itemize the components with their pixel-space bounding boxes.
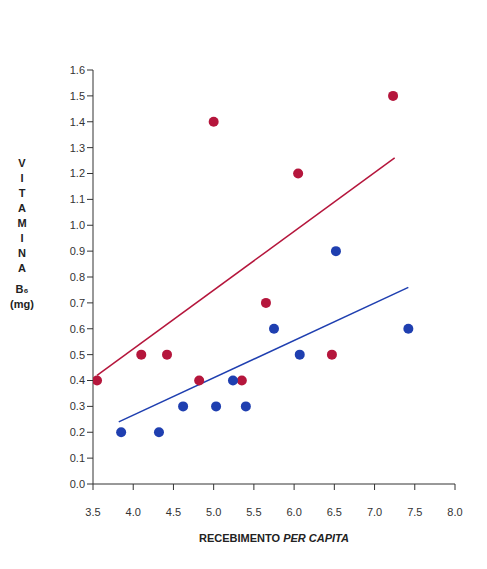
svg-text:1.1: 1.1 (70, 193, 85, 205)
svg-text:0.1: 0.1 (70, 452, 85, 464)
svg-text:0.7: 0.7 (70, 297, 85, 309)
svg-text:0.2: 0.2 (70, 426, 85, 438)
svg-text:1.4: 1.4 (70, 116, 85, 128)
svg-text:0.5: 0.5 (70, 349, 85, 361)
svg-text:4.5: 4.5 (166, 506, 181, 518)
svg-text:7.5: 7.5 (407, 506, 422, 518)
svg-text:1.6: 1.6 (70, 64, 85, 76)
svg-text:6.0: 6.0 (286, 506, 301, 518)
html-text:B₆: B₆ (15, 283, 29, 295)
svg-text:0.6: 0.6 (70, 323, 85, 335)
svg-text:1.0: 1.0 (70, 219, 85, 231)
html-text:A: A (18, 262, 26, 274)
svg-text:5.0: 5.0 (206, 506, 221, 518)
html-text:I: I (20, 172, 24, 184)
html-text:T: T (18, 187, 26, 199)
svg-text:1.2: 1.2 (70, 167, 85, 179)
svg-text:0.8: 0.8 (70, 271, 85, 283)
svg-text:0.3: 0.3 (70, 400, 85, 412)
svg-text:1.5: 1.5 (70, 90, 85, 102)
svg-text:6.5: 6.5 (327, 506, 342, 518)
svg-text:RECEBIMENTO PER CAPITA: RECEBIMENTO PER CAPITA (199, 532, 349, 544)
svg-text:4.0: 4.0 (126, 506, 141, 518)
svg-text:5.5: 5.5 (246, 506, 261, 518)
svg-text:7.0: 7.0 (367, 506, 382, 518)
html-text:I: I (20, 232, 24, 244)
html-text:(mg): (mg) (10, 298, 34, 310)
html-text:M: M (17, 217, 27, 229)
html-text:N: N (18, 247, 26, 259)
svg-text:1.3: 1.3 (70, 142, 85, 154)
svg-text:0.4: 0.4 (70, 374, 85, 386)
html-text:A: A (18, 202, 26, 214)
svg-text:3.5: 3.5 (85, 506, 100, 518)
html-text:V: V (18, 157, 26, 169)
svg-text:0.0: 0.0 (70, 478, 85, 490)
svg-text:8.0: 8.0 (447, 506, 462, 518)
svg-text:0.9: 0.9 (70, 245, 85, 257)
